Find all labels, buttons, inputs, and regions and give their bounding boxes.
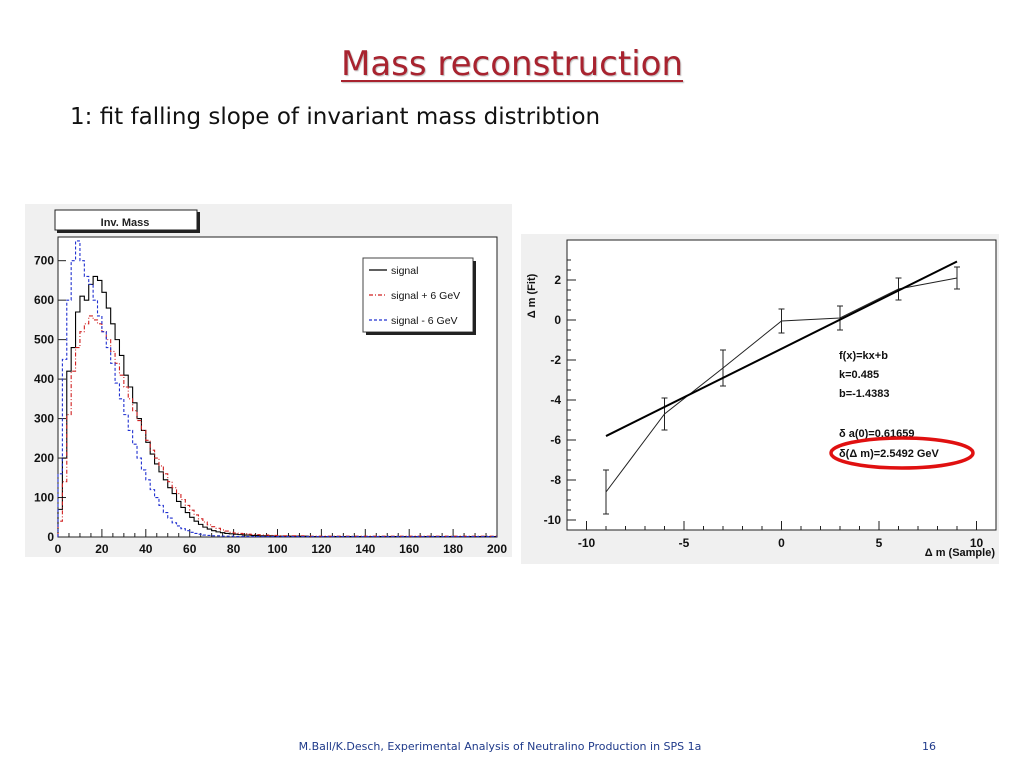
title-box-shadow (197, 212, 200, 232)
hist-x-tick-label: 20 (95, 542, 109, 556)
hist-series-2 (57, 240, 497, 538)
fit-line (605, 260, 958, 437)
hist-x-tick-label: 80 (227, 542, 241, 556)
hist-y-tick-label: 200 (34, 451, 54, 465)
hist-y-tick-label: 400 (34, 372, 54, 386)
highlight-ellipse (829, 436, 975, 470)
fit-function-label: f(x)=kx+b (839, 350, 888, 362)
slide-title: Mass reconstruction (341, 44, 683, 84)
fit-x-tick-label: -5 (679, 536, 690, 550)
title-box-shadow-bottom (57, 230, 200, 233)
histogram-title: Inv. Mass (101, 217, 150, 229)
histogram-axes: 0 20 40 60 80 100 120 140 160 180 200 0 100 200 300 400… (34, 254, 507, 556)
fit-k-label: k=0.485 (839, 369, 879, 381)
hist-x-tick-label: 60 (183, 542, 197, 556)
slide-subtitle: 1: fit falling slope of invariant mass d… (70, 104, 601, 130)
fit-y-tick-label: -10 (544, 513, 562, 527)
fit-y-tick-label: -2 (550, 353, 561, 367)
hist-series-0 (57, 275, 497, 538)
fit-y-tick-label: 0 (554, 313, 561, 327)
hist-x-tick-label: 140 (355, 542, 375, 556)
fit-x-axis-label: Δ m (Sample) (925, 547, 996, 559)
hist-x-tick-label: 160 (399, 542, 419, 556)
fit-x-tick-label: -10 (578, 536, 596, 550)
histogram-series (57, 240, 497, 538)
fit-y-axis-label: Δ m (Fit) (526, 273, 538, 318)
hist-y-tick-label: 700 (34, 254, 54, 268)
fit-data (603, 260, 960, 515)
footer-citation: M.Ball/K.Desch, Experimental Analysis of… (298, 740, 702, 753)
fit-x-tick-label: 5 (876, 536, 883, 550)
hist-y-tick-label: 100 (34, 491, 54, 505)
invariant-mass-histogram-panel: Inv. Mass 0 20 40 60 80 100 120 140 160 180 200 0 10… (25, 204, 512, 557)
legend-label-signal: signal (391, 265, 418, 277)
invariant-mass-histogram: Inv. Mass 0 20 40 60 80 100 120 140 160 180 200 0 10… (34, 209, 507, 556)
fit-sigma-dm-label: δ(Δ m)=2.5492 GeV (839, 448, 940, 460)
hist-x-tick-label: 120 (311, 542, 331, 556)
mass-fit-panel: -10 -5 0 5 10 -10 -8 -6 -4 -2 0 2 Δ m (Fit) Δ m (Sa… (521, 234, 999, 564)
hist-x-tick-label: 200 (487, 542, 507, 556)
fit-x-tick-label: 10 (970, 536, 984, 550)
fit-y-tick-label: 2 (554, 273, 561, 287)
page-number: 16 (922, 740, 936, 753)
hist-y-tick-label: 500 (34, 333, 54, 347)
mass-fit-plot: -10 -5 0 5 10 -10 -8 -6 -4 -2 0 2 Δ m (Fit) Δ m (Sa… (526, 239, 997, 559)
fit-y-tick-label: -4 (550, 393, 561, 407)
hist-x-tick-label: 100 (267, 542, 287, 556)
hist-x-tick-label: 0 (55, 542, 62, 556)
hist-y-tick-label: 600 (34, 293, 54, 307)
legend-label-signal-plus: signal + 6 GeV (391, 290, 460, 302)
fit-frame (566, 239, 997, 531)
hist-y-tick-label: 300 (34, 412, 54, 426)
legend-shadow (473, 261, 476, 335)
hist-y-tick-label: 0 (47, 530, 54, 544)
hist-x-tick-label: 180 (443, 542, 463, 556)
legend-label-signal-minus: signal - 6 GeV (391, 315, 458, 327)
fit-y-tick-label: -6 (550, 433, 561, 447)
hist-x-tick-label: 40 (139, 542, 153, 556)
fit-axes: -10 -5 0 5 10 -10 -8 -6 -4 -2 0 2 (544, 259, 984, 550)
histogram-legend: signal signal + 6 GeV signal - 6 GeV (362, 257, 476, 335)
fit-b-label: b=-1.4383 (839, 388, 889, 400)
fit-x-tick-label: 0 (778, 536, 785, 550)
legend-shadow-bottom (366, 332, 476, 335)
fit-y-tick-label: -8 (550, 473, 561, 487)
